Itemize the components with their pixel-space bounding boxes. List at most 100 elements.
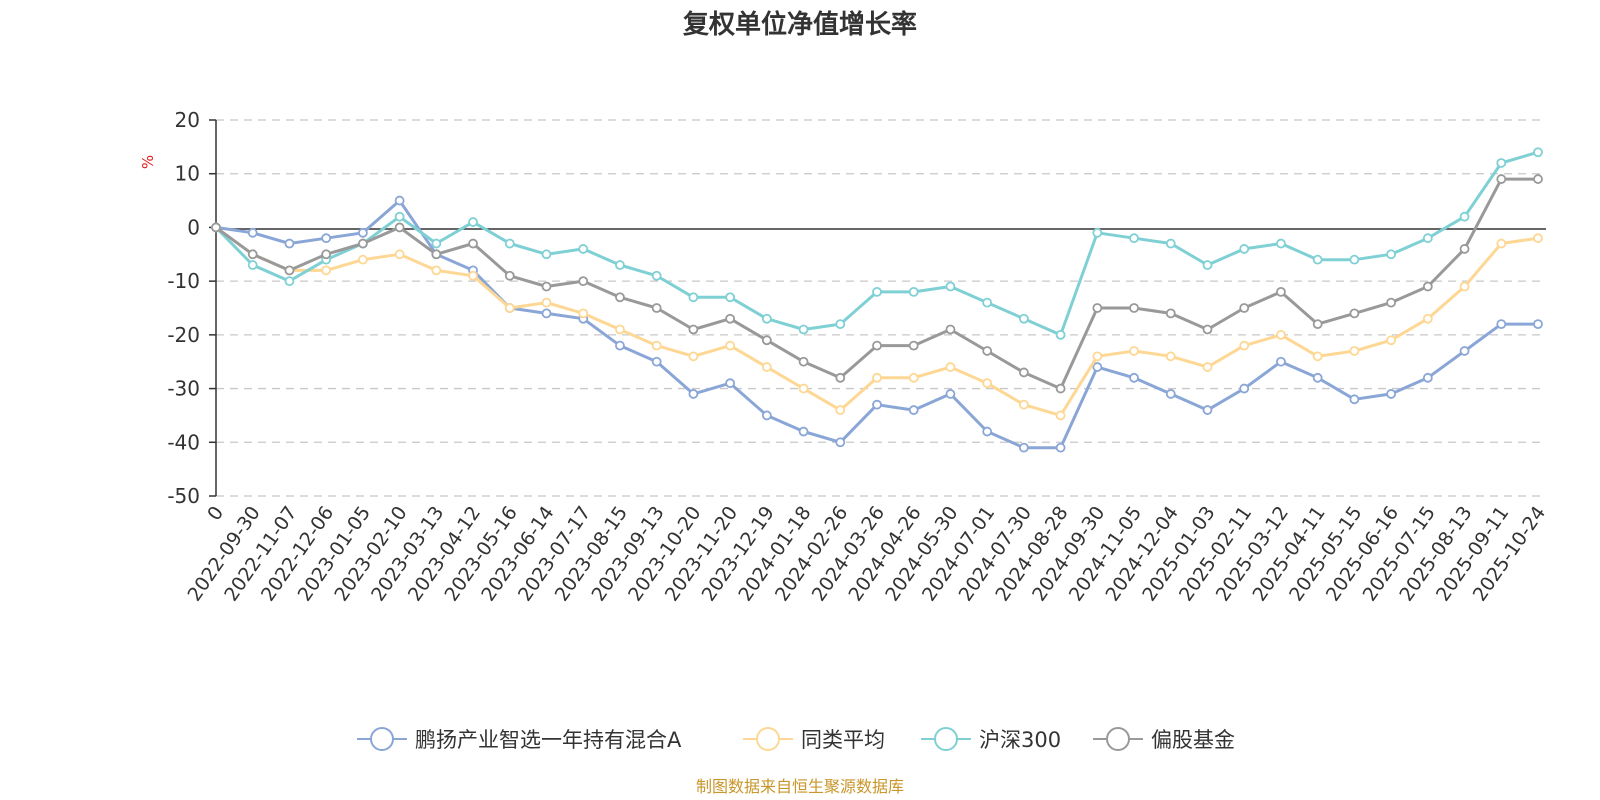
data-point: [1276, 329, 1286, 340]
data-point: [798, 383, 809, 394]
data-point: [1386, 249, 1397, 260]
data-point: [321, 265, 332, 276]
data-point: [1055, 329, 1066, 340]
data-point: [615, 260, 625, 270]
data-point: [1496, 319, 1507, 330]
data-point: [578, 308, 589, 319]
data-point: [908, 405, 919, 415]
data-source: 制图数据来自恒生聚源数据库: [696, 777, 904, 796]
data-point: [431, 238, 442, 249]
data-point: [1276, 238, 1286, 249]
data-point: [1092, 303, 1103, 313]
data-point: [688, 351, 699, 362]
data-point: [211, 222, 221, 233]
data-point: [651, 340, 662, 351]
data-point: [394, 211, 405, 222]
data-point: [1533, 147, 1543, 158]
data-point: [872, 286, 882, 297]
data-point: [872, 399, 882, 410]
data-point: [284, 276, 295, 287]
data-point: [1459, 281, 1470, 292]
data-point: [1422, 281, 1433, 292]
data-point: [1459, 346, 1470, 356]
legend-label: 鹏扬产业智选一年持有混合A: [415, 728, 682, 752]
data-point: [1165, 308, 1176, 319]
y-ticks: 20 10 0 -10 -20 -30 -40 -50: [167, 108, 216, 508]
data-point: [1496, 238, 1507, 249]
data-point: [1202, 362, 1213, 372]
data-point: [1239, 244, 1250, 254]
data-point: [945, 281, 956, 292]
y-tick-label: -30: [167, 377, 200, 401]
data-point: [835, 405, 846, 415]
y-axis-unit: %: [139, 155, 157, 169]
data-point: [1312, 372, 1323, 383]
data-point: [394, 195, 405, 206]
data-point: [615, 324, 625, 335]
axes: [215, 120, 1546, 496]
data-point: [908, 340, 919, 351]
series: [211, 147, 1543, 453]
legend-label: 沪深300: [979, 728, 1061, 752]
data-point: [1055, 442, 1066, 453]
grid: [216, 119, 1546, 497]
data-point: [1129, 233, 1139, 244]
legend-label: 偏股基金: [1151, 728, 1235, 752]
data-point: [357, 238, 368, 249]
data-point: [1129, 303, 1139, 313]
data-point: [945, 324, 956, 335]
series-line: [214, 150, 1540, 337]
legend-item-0[interactable]: 鹏扬产业智选一年持有混合A: [357, 727, 682, 752]
data-point: [872, 340, 882, 351]
data-point: [357, 254, 368, 265]
data-point: [284, 238, 295, 249]
data-point: [394, 222, 405, 233]
data-point: [798, 324, 809, 335]
data-point: [321, 233, 332, 244]
data-point: [1239, 383, 1250, 394]
legend[interactable]: 鹏扬产业智选一年持有混合A 同类平均 沪深300 偏股基金: [357, 727, 1235, 752]
x-ticks: 02022-09-302022-11-072022-12-062023-01-0…: [183, 502, 1550, 605]
data-point: [1165, 238, 1176, 249]
data-point: [1202, 260, 1213, 270]
y-tick-label: 10: [175, 162, 200, 186]
data-point: [541, 281, 552, 292]
legend-item-1[interactable]: 同类平均: [743, 727, 885, 752]
data-point: [1496, 158, 1507, 168]
data-point: [468, 238, 478, 249]
series-3: [211, 174, 1543, 394]
legend-item-3[interactable]: 偏股基金: [1093, 727, 1235, 752]
data-point: [1239, 340, 1250, 351]
legend-item-2[interactable]: 沪深300: [921, 727, 1061, 752]
data-point: [1018, 399, 1029, 410]
data-point: [431, 249, 442, 260]
data-point: [982, 297, 993, 308]
y-tick-label: -50: [167, 484, 200, 508]
data-point: [835, 372, 846, 383]
data-point: [1018, 367, 1029, 378]
data-point: [1349, 254, 1360, 265]
data-point: [798, 426, 809, 437]
data-point: [504, 303, 515, 313]
data-point: [1496, 174, 1507, 184]
data-point: [357, 227, 368, 238]
data-point: [615, 340, 625, 351]
y-tick-label: -20: [167, 323, 200, 347]
data-point: [1349, 394, 1360, 405]
data-point: [1386, 389, 1397, 399]
legend-label: 同类平均: [801, 728, 885, 752]
legend-marker: [934, 727, 958, 751]
data-point: [651, 270, 662, 281]
data-point: [1018, 442, 1029, 453]
data-point: [615, 292, 625, 303]
data-point: [1312, 254, 1323, 265]
data-point: [1055, 383, 1066, 394]
data-point: [578, 276, 589, 287]
data-point: [982, 378, 993, 389]
data-point: [578, 244, 589, 254]
data-point: [982, 426, 993, 437]
data-point: [1349, 308, 1360, 319]
data-point: [1165, 351, 1176, 362]
data-point: [1533, 319, 1543, 330]
data-point: [1018, 313, 1029, 324]
